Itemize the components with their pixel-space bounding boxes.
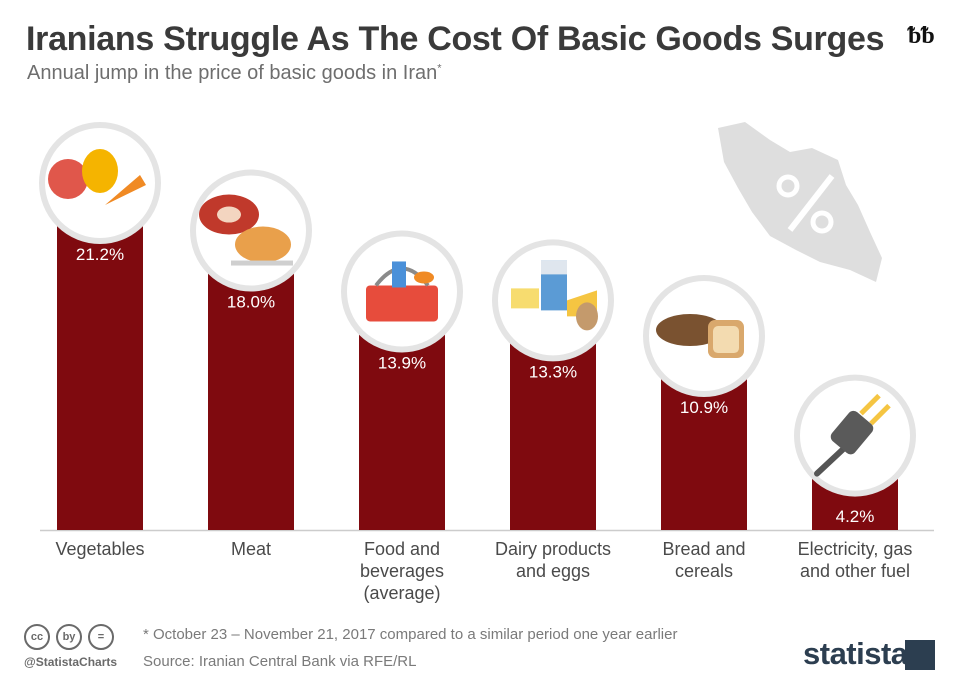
publisher-logo-icon: ᵬᵬ xyxy=(908,20,935,49)
category-label: Food and xyxy=(364,539,440,559)
plug-prong xyxy=(859,393,881,416)
cc-license-icon[interactable]: cc xyxy=(24,624,50,650)
plug-prong xyxy=(869,403,891,426)
bar-group: 10.9% xyxy=(643,275,765,530)
category-label: cereals xyxy=(675,561,733,581)
plate-shape xyxy=(231,260,293,266)
plug-icon xyxy=(794,374,916,497)
attribution-icon[interactable]: by xyxy=(56,624,82,650)
category-label: (average) xyxy=(363,583,440,603)
bar-group: 21.2% xyxy=(39,122,161,530)
bar-value-label: 18.0% xyxy=(227,293,275,312)
percent-dot xyxy=(810,210,834,234)
bar-group: 18.0% xyxy=(190,169,312,530)
tomato-shape xyxy=(48,159,88,199)
basket-body xyxy=(366,285,438,322)
footnote: * October 23 – November 21, 2017 compare… xyxy=(143,626,678,643)
cable-shape xyxy=(814,442,850,477)
bread-crumb xyxy=(713,326,739,354)
meat-icon xyxy=(190,169,312,292)
statista-logo-icon xyxy=(905,640,935,670)
iran-map-icon xyxy=(718,122,882,282)
bar-group: 4.2% xyxy=(794,374,916,530)
dairy-icon xyxy=(492,239,614,362)
bar-group: 13.3% xyxy=(492,239,614,530)
pepper-shape xyxy=(82,149,118,193)
steak-bone xyxy=(217,206,241,223)
category-label: Electricity, gas xyxy=(798,539,913,559)
butter-shape xyxy=(511,288,539,309)
carrot-shape xyxy=(105,175,146,205)
creative-commons-icons: cc by = xyxy=(24,624,114,650)
statista-logo-text[interactable]: statista xyxy=(803,636,908,671)
percent-dot xyxy=(776,174,800,198)
bar-value-label: 4.2% xyxy=(836,507,875,526)
category-label: beverages xyxy=(360,561,444,581)
no-derivatives-icon[interactable]: = xyxy=(88,624,114,650)
milk-cap xyxy=(541,260,567,275)
bar-value-label: 10.9% xyxy=(680,398,728,417)
category-label: Bread and xyxy=(662,539,745,559)
milk-carton xyxy=(392,261,406,288)
bar-value-label: 13.9% xyxy=(378,353,426,372)
bar xyxy=(510,332,596,530)
vegetables-icon xyxy=(39,122,161,244)
subtitle-footnote-mark: * xyxy=(437,62,442,75)
source-note: Source: Iranian Central Bank via RFE/RL xyxy=(143,653,417,670)
food-basket-icon xyxy=(341,230,463,353)
chart-subtitle: Annual jump in the price of basic goods … xyxy=(27,62,442,85)
bar xyxy=(208,262,294,530)
percent-slash xyxy=(787,174,835,232)
map-shape xyxy=(718,122,882,282)
bar xyxy=(359,323,445,530)
subtitle-text: Annual jump in the price of basic goods … xyxy=(27,62,438,84)
category-label: and eggs xyxy=(516,561,590,581)
category-label: and other fuel xyxy=(800,561,910,581)
chicken-shape xyxy=(235,226,291,263)
plug-body xyxy=(830,410,874,455)
category-label: Meat xyxy=(231,539,271,559)
twitter-handle[interactable]: @StatistaCharts xyxy=(24,655,118,669)
category-label: Dairy products xyxy=(495,539,611,559)
category-label: Vegetables xyxy=(55,539,144,559)
bar xyxy=(57,215,143,530)
bar-group: 13.9% xyxy=(341,230,463,530)
egg-shape xyxy=(576,302,598,331)
carrot-shape xyxy=(414,271,434,284)
bread-icon xyxy=(643,275,765,398)
bar-value-label: 13.3% xyxy=(529,362,577,381)
chart-title: Iranians Struggle As The Cost Of Basic G… xyxy=(26,20,885,58)
loaf-shape xyxy=(656,314,724,347)
bar-value-label: 21.2% xyxy=(76,245,124,264)
